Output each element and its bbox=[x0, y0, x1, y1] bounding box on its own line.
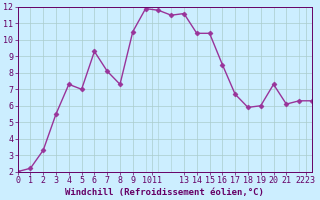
X-axis label: Windchill (Refroidissement éolien,°C): Windchill (Refroidissement éolien,°C) bbox=[65, 188, 264, 197]
